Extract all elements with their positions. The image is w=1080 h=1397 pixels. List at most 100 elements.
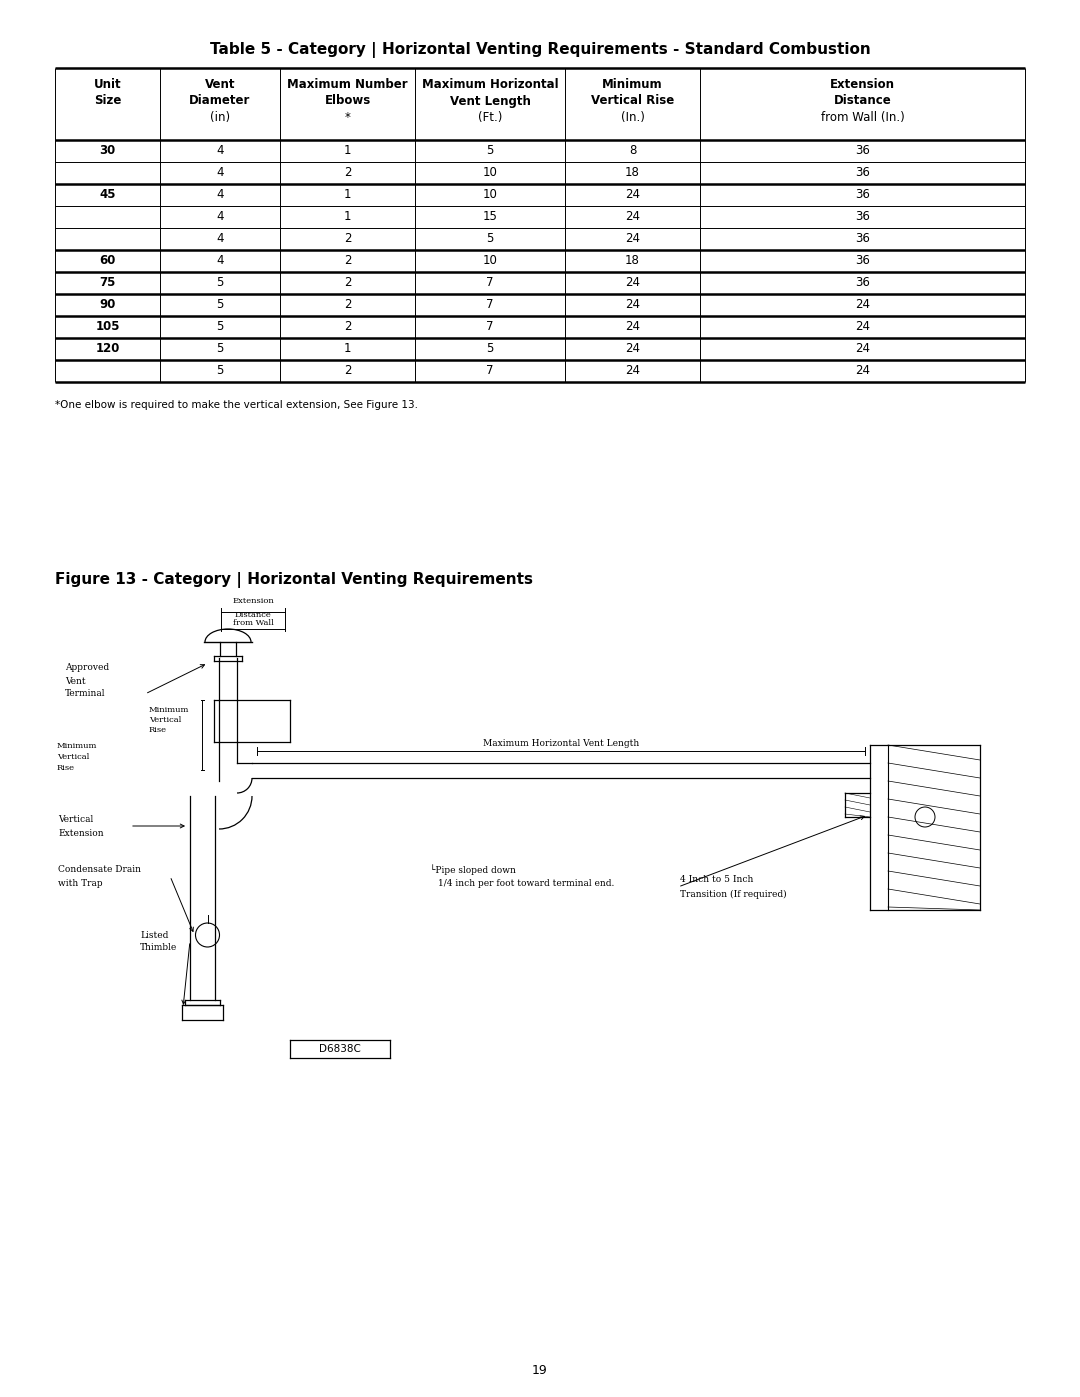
Text: 15: 15 (483, 211, 498, 224)
Text: 1: 1 (343, 144, 351, 158)
Text: 24: 24 (855, 299, 870, 312)
Text: 2: 2 (343, 365, 351, 377)
Text: 4: 4 (216, 232, 224, 246)
Text: 5: 5 (486, 144, 494, 158)
Text: from Wall (In.): from Wall (In.) (821, 112, 904, 124)
Text: Vent Length: Vent Length (449, 95, 530, 108)
Text: Maximum Number: Maximum Number (287, 77, 408, 91)
Text: 1: 1 (343, 189, 351, 201)
Text: 2: 2 (343, 299, 351, 312)
Text: Vertical: Vertical (57, 753, 90, 761)
Text: *One elbow is required to make the vertical extension, See Figure 13.: *One elbow is required to make the verti… (55, 400, 418, 409)
Text: 36: 36 (855, 189, 869, 201)
Text: Figure 13 - Category | Horizontal Venting Requirements: Figure 13 - Category | Horizontal Ventin… (55, 571, 534, 588)
Text: 36: 36 (855, 232, 869, 246)
Text: Terminal: Terminal (65, 690, 106, 698)
Text: Size: Size (94, 95, 121, 108)
Text: 24: 24 (855, 365, 870, 377)
Text: Vent: Vent (65, 676, 85, 686)
Text: from Wall: from Wall (232, 619, 273, 627)
Text: 24: 24 (625, 277, 640, 289)
Text: with Trap: with Trap (58, 879, 103, 887)
Text: 10: 10 (483, 254, 498, 267)
Text: Maximum Horizontal: Maximum Horizontal (421, 77, 558, 91)
Text: 4: 4 (216, 254, 224, 267)
Text: 5: 5 (486, 342, 494, 355)
Text: 5: 5 (216, 277, 224, 289)
Text: Unit: Unit (94, 77, 121, 91)
Text: 1: 1 (343, 342, 351, 355)
Text: 30: 30 (99, 144, 116, 158)
Text: └Pipe sloped down: └Pipe sloped down (430, 865, 516, 876)
Text: 2: 2 (343, 277, 351, 289)
Text: 75: 75 (99, 277, 116, 289)
Text: 18: 18 (625, 166, 640, 179)
Text: Listed: Listed (140, 930, 168, 940)
Text: Vertical Rise: Vertical Rise (591, 95, 674, 108)
Text: Vent: Vent (205, 77, 235, 91)
Text: 36: 36 (855, 254, 869, 267)
Text: Distance: Distance (234, 610, 271, 619)
Text: 24: 24 (625, 299, 640, 312)
Text: Vertical: Vertical (149, 717, 181, 724)
Text: 2: 2 (343, 232, 351, 246)
Text: 7: 7 (486, 365, 494, 377)
Text: 2: 2 (343, 320, 351, 334)
Text: Extension: Extension (831, 77, 895, 91)
Text: 4: 4 (216, 144, 224, 158)
Text: 24: 24 (625, 232, 640, 246)
Text: 36: 36 (855, 277, 869, 289)
Text: Extension: Extension (58, 828, 104, 837)
Text: 7: 7 (486, 299, 494, 312)
Text: 36: 36 (855, 166, 869, 179)
Text: 105: 105 (95, 320, 120, 334)
Text: 36: 36 (855, 144, 869, 158)
Text: *: * (345, 112, 350, 124)
Text: 45: 45 (99, 189, 116, 201)
Text: Approved: Approved (65, 664, 109, 672)
Text: 7: 7 (486, 320, 494, 334)
Text: Diameter: Diameter (189, 95, 251, 108)
Text: Vertical: Vertical (58, 816, 93, 824)
Text: Minimum: Minimum (149, 705, 189, 714)
Text: 60: 60 (99, 254, 116, 267)
Text: (In.): (In.) (621, 112, 645, 124)
Text: 36: 36 (855, 211, 869, 224)
Text: Elbows: Elbows (324, 95, 370, 108)
Text: 18: 18 (625, 254, 640, 267)
Text: Table 5 - Category | Horizontal Venting Requirements - Standard Combustion: Table 5 - Category | Horizontal Venting … (210, 42, 870, 59)
Text: 90: 90 (99, 299, 116, 312)
Text: 10: 10 (483, 189, 498, 201)
Text: 8: 8 (629, 144, 636, 158)
Text: 10: 10 (483, 166, 498, 179)
Text: 5: 5 (216, 299, 224, 312)
Text: 24: 24 (855, 320, 870, 334)
Text: 5: 5 (216, 342, 224, 355)
Text: Minimum: Minimum (603, 77, 663, 91)
Text: Maximum Horizontal Vent Length: Maximum Horizontal Vent Length (483, 739, 639, 747)
Text: Distance: Distance (834, 95, 891, 108)
Text: 2: 2 (343, 166, 351, 179)
Text: 24: 24 (855, 342, 870, 355)
Text: 7: 7 (486, 277, 494, 289)
Text: Condensate Drain: Condensate Drain (58, 866, 141, 875)
Text: 4: 4 (216, 189, 224, 201)
Text: Minimum: Minimum (57, 742, 97, 750)
Text: 4: 4 (216, 211, 224, 224)
Text: D6838C: D6838C (319, 1044, 361, 1053)
Text: 24: 24 (625, 189, 640, 201)
Text: (Ft.): (Ft.) (477, 112, 502, 124)
Text: 5: 5 (216, 365, 224, 377)
Text: 4: 4 (216, 166, 224, 179)
Text: 120: 120 (95, 342, 120, 355)
Text: 5: 5 (486, 232, 494, 246)
Text: 4 Inch to 5 Inch: 4 Inch to 5 Inch (680, 876, 754, 884)
Text: 24: 24 (625, 320, 640, 334)
Text: 2: 2 (343, 254, 351, 267)
Text: (in): (in) (210, 112, 230, 124)
Text: 24: 24 (625, 211, 640, 224)
Text: 5: 5 (216, 320, 224, 334)
Text: Thimble: Thimble (140, 943, 177, 953)
Text: Rise: Rise (57, 764, 75, 773)
Text: 24: 24 (625, 342, 640, 355)
